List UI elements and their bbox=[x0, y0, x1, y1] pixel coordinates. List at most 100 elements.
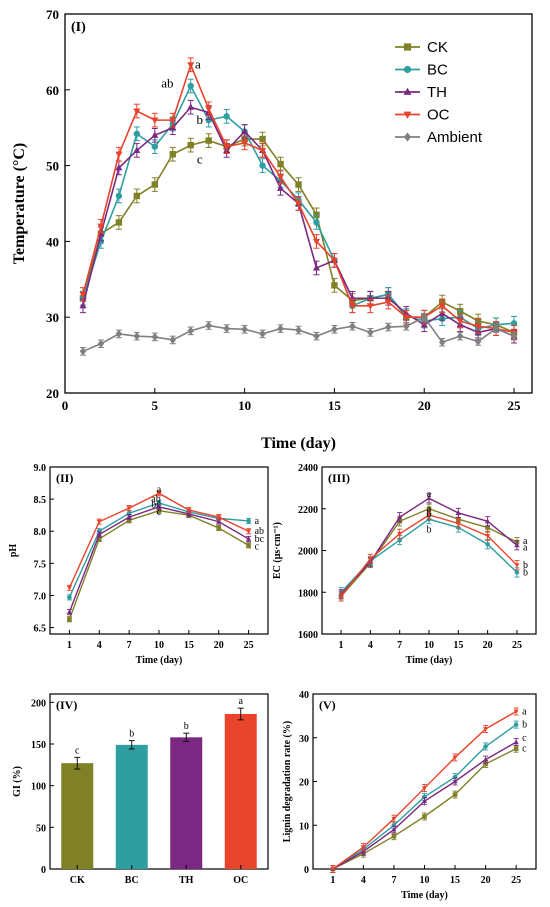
data-point-OC bbox=[514, 563, 520, 568]
data-point-OC bbox=[366, 303, 374, 310]
data-point-BC bbox=[313, 219, 320, 226]
panel-IV-frame bbox=[49, 693, 269, 870]
significance-label: b bbox=[427, 509, 432, 520]
data-point-BC bbox=[187, 82, 194, 90]
x-tick-label: 10 bbox=[238, 398, 251, 413]
data-point-BC bbox=[485, 541, 490, 547]
data-point-TH bbox=[79, 301, 87, 309]
data-point-BC bbox=[246, 518, 251, 524]
data-point-Ambient bbox=[115, 329, 123, 339]
y-axis-label: Temperature (°C) bbox=[11, 143, 28, 264]
legend-marker-CK bbox=[403, 43, 412, 51]
data-point-TH bbox=[426, 495, 432, 501]
data-point-CK bbox=[126, 518, 132, 523]
data-point-Ambient bbox=[385, 322, 392, 332]
x-tick-label: OC bbox=[233, 875, 248, 886]
data-point-TH bbox=[277, 184, 285, 191]
data-point-TH bbox=[133, 146, 141, 153]
data-point-CK bbox=[277, 160, 284, 168]
data-point-Ambient bbox=[277, 324, 284, 333]
data-point-CK bbox=[295, 181, 302, 188]
significance-label: b bbox=[196, 112, 203, 127]
data-point-BC bbox=[513, 722, 519, 727]
data-point-TH bbox=[151, 131, 159, 138]
data-point-Ambient bbox=[367, 328, 374, 337]
data-point-TH bbox=[483, 756, 489, 762]
data-point-CK bbox=[115, 219, 123, 226]
bar-TH bbox=[170, 737, 203, 869]
y-tick-label: 10 bbox=[299, 821, 309, 832]
data-point-OC bbox=[277, 174, 285, 181]
series-CK bbox=[330, 744, 519, 873]
x-axis-label: Time (day) bbox=[136, 655, 183, 666]
data-point-CK bbox=[513, 746, 519, 751]
significance-label: ab bbox=[255, 526, 264, 537]
data-point-OC bbox=[259, 147, 267, 155]
significance-label: c bbox=[522, 744, 527, 755]
y-tick-label: 40 bbox=[46, 234, 59, 249]
x-tick-label: 7 bbox=[397, 640, 402, 651]
data-point-Ambient bbox=[133, 331, 141, 341]
series-OC bbox=[338, 509, 520, 602]
y-axis-label: Lignin degradation rate (%) bbox=[282, 721, 293, 842]
data-point-BC bbox=[483, 744, 488, 749]
data-point-TH bbox=[187, 103, 195, 110]
significance-label: c bbox=[197, 151, 203, 166]
data-point-CK bbox=[485, 525, 490, 530]
data-point-TH bbox=[312, 264, 320, 271]
data-point-CK bbox=[331, 282, 338, 289]
significance-label: a bbox=[157, 484, 162, 495]
data-point-Ambient bbox=[205, 321, 212, 330]
legend-marker-BC bbox=[403, 65, 412, 74]
data-point-TH bbox=[397, 514, 403, 519]
data-point-TH bbox=[421, 798, 428, 804]
x-tick-label: BC bbox=[125, 875, 139, 886]
significance-label: a bbox=[523, 542, 528, 553]
x-tick-label: 25 bbox=[244, 640, 254, 651]
data-point-OC bbox=[452, 755, 458, 761]
x-tick-label: 20 bbox=[214, 640, 224, 651]
legend-label-CK: CK bbox=[427, 39, 448, 56]
data-point-OC bbox=[474, 323, 482, 331]
y-tick-label: 2400 bbox=[298, 463, 318, 474]
y-axis-label: EC (μs·cm⁻¹) bbox=[272, 522, 283, 579]
data-point-CK bbox=[422, 814, 427, 819]
significance-label: a bbox=[522, 707, 527, 718]
y-tick-label: 100 bbox=[31, 782, 46, 793]
x-tick-label: 4 bbox=[97, 640, 102, 651]
data-point-CK bbox=[187, 141, 194, 149]
series-line-TH bbox=[68, 506, 249, 613]
x-tick-label: 15 bbox=[328, 398, 342, 413]
x-tick-label: 25 bbox=[508, 398, 522, 413]
significance-label: b bbox=[523, 560, 528, 571]
x-tick-label: 15 bbox=[453, 640, 463, 651]
y-tick-label: 30 bbox=[46, 310, 59, 325]
x-tick-label: 15 bbox=[184, 640, 194, 651]
data-point-Ambient bbox=[223, 324, 230, 333]
series-line-CK bbox=[82, 138, 515, 334]
y-tick-label: 50 bbox=[46, 159, 59, 174]
data-point-OC bbox=[421, 786, 428, 791]
y-tick-label: 8.5 bbox=[34, 495, 47, 506]
data-point-OC bbox=[156, 491, 162, 497]
data-point-BC bbox=[96, 528, 102, 534]
x-tick-label: 5 bbox=[152, 398, 159, 413]
data-point-OC bbox=[205, 106, 213, 113]
panel-I-frame bbox=[64, 13, 533, 394]
data-point-OC bbox=[330, 867, 336, 872]
data-point-Ambient bbox=[79, 347, 87, 356]
data-point-Ambient bbox=[349, 322, 356, 331]
panel-V: 1 4 7 10 15 20 25 0 10 20 30 40 Time (day) Lignin deg… bbox=[282, 690, 537, 901]
data-point-CK bbox=[259, 135, 266, 143]
data-point-OC bbox=[513, 709, 519, 715]
significance-label: a bbox=[427, 504, 432, 515]
data-point-TH bbox=[452, 778, 458, 784]
x-tick-label: CK bbox=[70, 875, 85, 886]
y-tick-label: 1800 bbox=[298, 588, 318, 599]
y-axis-label: GI (%) bbox=[12, 766, 23, 797]
panel-label: (V) bbox=[319, 698, 336, 712]
data-point-BC bbox=[115, 192, 123, 200]
data-point-OC bbox=[216, 515, 222, 520]
data-point-Ambient bbox=[241, 325, 248, 334]
